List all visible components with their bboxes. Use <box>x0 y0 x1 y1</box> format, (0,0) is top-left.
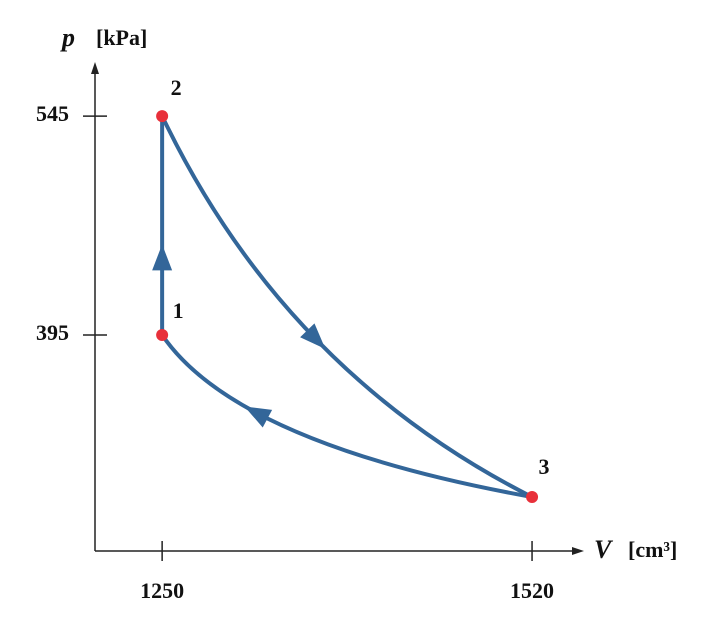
point-label: 1 <box>173 298 184 323</box>
process-curve <box>160 333 533 499</box>
point-label: 2 <box>171 75 182 100</box>
y-tick-label: 545 <box>36 101 69 126</box>
state-point <box>156 110 169 123</box>
x-tick-label: 1520 <box>510 578 554 603</box>
x-tick-label: 1250 <box>140 578 184 603</box>
y-label: p <box>60 23 75 52</box>
point-label: 3 <box>539 454 550 479</box>
state-point <box>156 329 169 341</box>
y-axis-arrow <box>91 62 99 74</box>
process-arrow <box>152 244 173 271</box>
x-label: V <box>594 535 614 564</box>
process-arrow <box>244 406 273 428</box>
process-arrow <box>300 323 326 349</box>
process-curve <box>160 115 533 499</box>
y-tick-label: 395 <box>36 320 69 345</box>
y-unit: [kPa] <box>96 25 147 50</box>
state-point <box>526 491 539 503</box>
x-unit: [cm³] <box>628 537 677 562</box>
x-axis-arrow <box>572 547 584 555</box>
